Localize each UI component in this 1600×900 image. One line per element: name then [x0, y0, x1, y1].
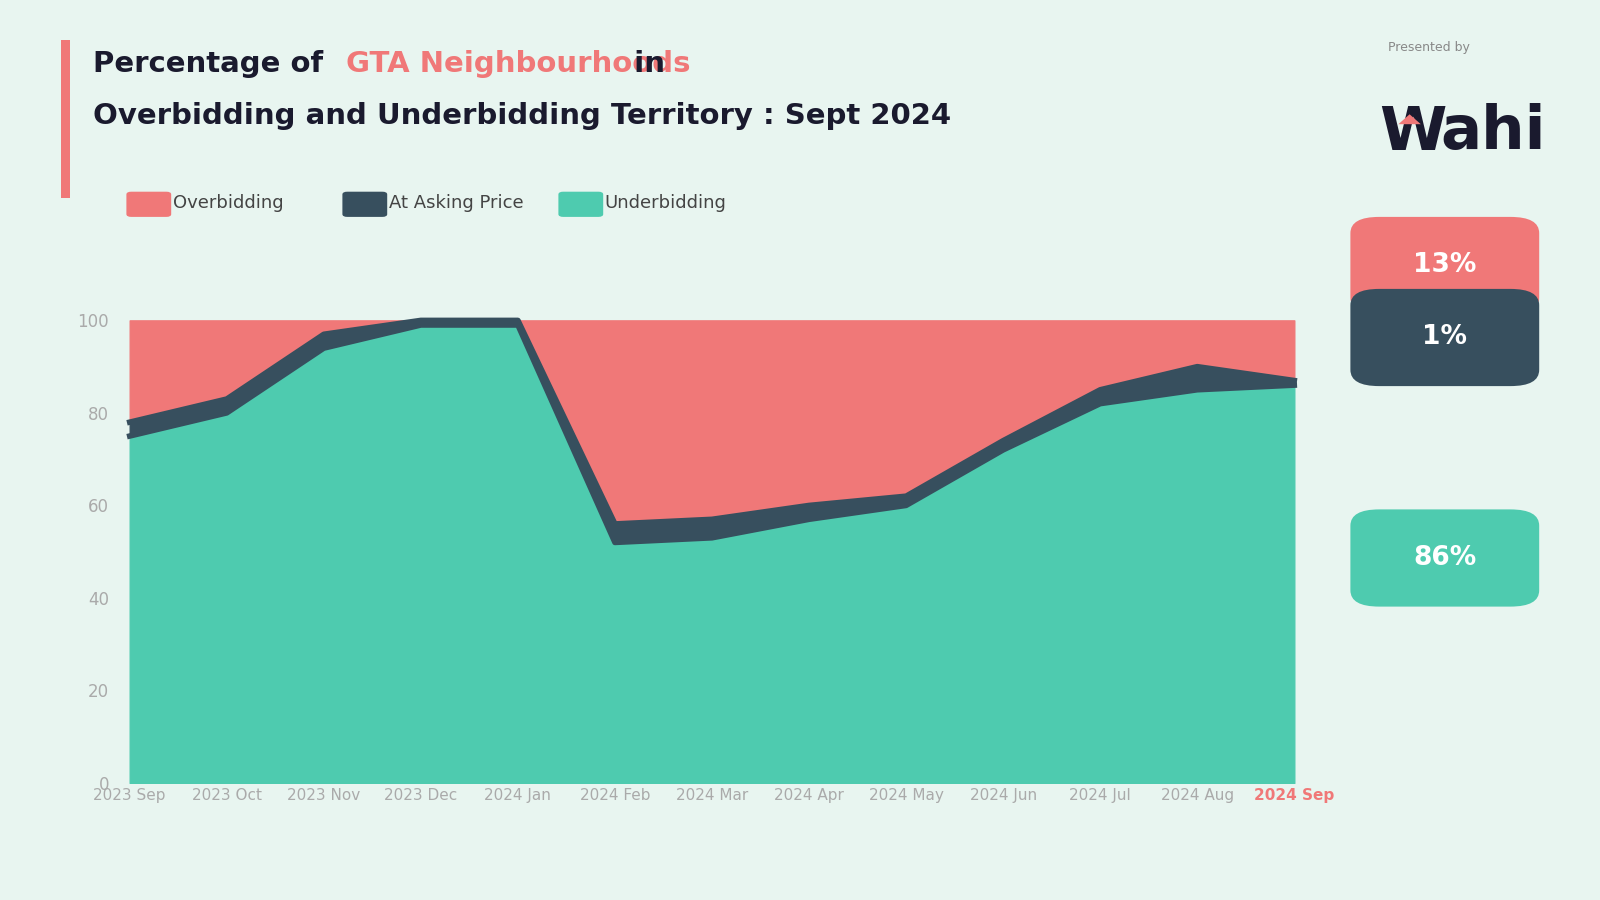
Text: ahi: ahi: [1440, 104, 1546, 163]
Text: GTA Neighbourhoods: GTA Neighbourhoods: [346, 50, 690, 77]
Text: Overbidding and Underbidding Territory : Sept 2024: Overbidding and Underbidding Territory :…: [93, 102, 950, 130]
Text: Presented by: Presented by: [1387, 40, 1470, 53]
Text: Percentage of: Percentage of: [93, 50, 333, 77]
Text: W: W: [1379, 104, 1446, 163]
Text: 13%: 13%: [1413, 253, 1477, 278]
Text: Underbidding: Underbidding: [605, 194, 726, 212]
Text: 86%: 86%: [1413, 545, 1477, 571]
Text: Overbidding: Overbidding: [173, 194, 283, 212]
Text: in: in: [624, 50, 666, 77]
Text: At Asking Price: At Asking Price: [389, 194, 523, 212]
Text: 1%: 1%: [1422, 325, 1467, 350]
